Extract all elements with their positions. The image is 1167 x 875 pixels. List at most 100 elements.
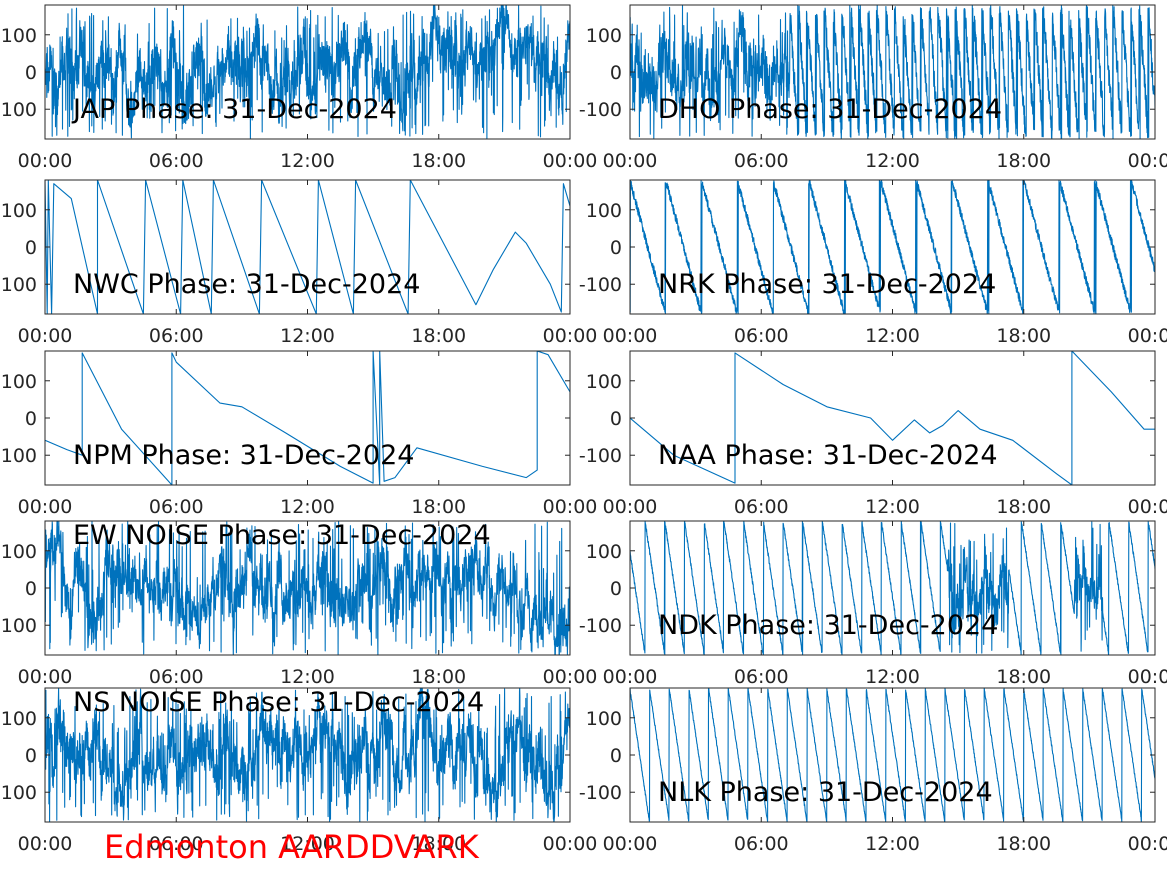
x-tick-label: 18:00 <box>996 666 1051 688</box>
x-tick-label: 00:00 <box>543 150 598 172</box>
x-tick-label: 00:00 <box>1128 150 1167 172</box>
y-tick-label: -100 <box>0 615 37 637</box>
panel-title: JAP Phase: 31-Dec-2024 <box>71 94 397 125</box>
x-tick-label: 12:00 <box>280 496 335 518</box>
phase-trace <box>45 5 570 139</box>
y-tick-label: 0 <box>610 578 622 600</box>
panel-title: DHO Phase: 31-Dec-2024 <box>658 94 1002 125</box>
y-tick-label: 100 <box>1 541 37 563</box>
y-tick-label: 0 <box>25 745 37 767</box>
x-tick-label: 12:00 <box>280 150 335 172</box>
x-tick-label: 00:00 <box>1128 496 1167 518</box>
phase-trace <box>45 521 570 655</box>
y-tick-label: 100 <box>586 708 622 730</box>
phase-trace <box>45 688 570 822</box>
x-tick-label: 00:00 <box>543 666 598 688</box>
x-tick-label: 06:00 <box>149 150 204 172</box>
x-tick-label: 12:00 <box>865 496 920 518</box>
panel-title: NPM Phase: 31-Dec-2024 <box>73 440 414 471</box>
phase-panel-7: -100 0 100 00:00 06:00 12:00 18:00 00:00 EW NOIS… <box>0 520 597 688</box>
y-tick-label: 0 <box>25 237 37 259</box>
phase-panel-2: -100 0 100 00:00 06:00 12:00 18:00 00:00 DHO Pha… <box>579 4 1167 172</box>
x-tick-label: 00:00 <box>543 325 598 347</box>
x-tick-label: 06:00 <box>734 496 789 518</box>
y-tick-label: 100 <box>586 541 622 563</box>
x-tick-label: 06:00 <box>734 666 789 688</box>
x-tick-label: 12:00 <box>280 833 335 855</box>
y-tick-label: -100 <box>579 99 622 121</box>
x-tick-label: 12:00 <box>865 666 920 688</box>
x-tick-label: 00:00 <box>1128 325 1167 347</box>
x-tick-label: 00:00 <box>1128 666 1167 688</box>
y-tick-label: 100 <box>586 371 622 393</box>
phase-trace <box>630 688 1155 822</box>
y-tick-label: -100 <box>579 445 622 467</box>
x-tick-label: 06:00 <box>149 496 204 518</box>
x-tick-label: 06:00 <box>149 666 204 688</box>
panel-title: EW NOISE Phase: 31-Dec-2024 <box>73 520 491 551</box>
panel-title: NDK Phase: 31-Dec-2024 <box>658 610 998 641</box>
phase-panel-10: -100 0 100 00:00 06:00 12:00 18:00 00:00 NLK Pha… <box>579 687 1167 855</box>
x-tick-label: 00:00 <box>18 150 73 172</box>
y-tick-label: 0 <box>610 62 622 84</box>
x-tick-label: 12:00 <box>280 666 335 688</box>
phase-panel-1: -100 0 100 00:00 06:00 12:00 18:00 00:00 JAP Pha… <box>0 4 598 172</box>
x-tick-label: 18:00 <box>411 325 466 347</box>
x-tick-label: 06:00 <box>149 325 204 347</box>
y-tick-label: -100 <box>0 782 37 804</box>
x-tick-label: 00:00 <box>603 496 658 518</box>
x-tick-label: 00:00 <box>603 325 658 347</box>
x-tick-label: 18:00 <box>411 496 466 518</box>
phase-trace <box>45 351 570 485</box>
panel-title: NLK Phase: 31-Dec-2024 <box>658 777 993 808</box>
x-tick-label: 06:00 <box>734 325 789 347</box>
x-tick-label: 12:00 <box>865 325 920 347</box>
phase-trace <box>45 180 570 314</box>
x-tick-label: 18:00 <box>996 150 1051 172</box>
y-tick-label: 100 <box>1 200 37 222</box>
x-tick-label: 00:00 <box>543 496 598 518</box>
x-tick-label: 18:00 <box>996 496 1051 518</box>
x-tick-label: 12:00 <box>865 150 920 172</box>
y-tick-label: 0 <box>610 745 622 767</box>
x-tick-label: 00:00 <box>1128 833 1167 855</box>
x-tick-label: 00:00 <box>603 833 658 855</box>
y-tick-label: 0 <box>610 237 622 259</box>
y-tick-label: 0 <box>25 62 37 84</box>
y-tick-label: 100 <box>586 200 622 222</box>
y-tick-label: 100 <box>1 371 37 393</box>
y-tick-label: 0 <box>25 578 37 600</box>
phase-panel-6: -100 0 100 00:00 06:00 12:00 18:00 00:00 NAA Pha… <box>579 350 1167 518</box>
y-tick-label: 100 <box>1 25 37 47</box>
phase-trace <box>630 521 1155 655</box>
phase-panel-9: -100 0 100 00:00 06:00 12:00 18:00 00:00 NS NOIS… <box>0 687 597 855</box>
station-label: Edmonton AARDDVARK <box>104 828 479 866</box>
x-tick-label: 12:00 <box>280 325 335 347</box>
y-tick-label: -100 <box>579 274 622 296</box>
x-tick-label: 06:00 <box>149 833 204 855</box>
phase-panel-8: -100 0 100 00:00 06:00 12:00 18:00 00:00 NDK Pha… <box>579 520 1167 688</box>
phase-panel-3: -100 0 100 00:00 06:00 12:00 18:00 00:00 NWC Pha… <box>0 179 598 347</box>
x-tick-label: 00:00 <box>18 666 73 688</box>
y-tick-label: 0 <box>610 408 622 430</box>
panel-title: NWC Phase: 31-Dec-2024 <box>73 269 420 300</box>
y-tick-label: -100 <box>0 445 37 467</box>
y-tick-label: -100 <box>0 99 37 121</box>
y-tick-label: 100 <box>586 25 622 47</box>
x-tick-label: 18:00 <box>996 325 1051 347</box>
phase-panel-4: -100 0 100 00:00 06:00 12:00 18:00 00:00 NRK Pha… <box>579 179 1167 347</box>
y-tick-label: -100 <box>0 274 37 296</box>
panel-title: NRK Phase: 31-Dec-2024 <box>658 269 996 300</box>
y-tick-label: -100 <box>579 782 622 804</box>
x-tick-label: 00:00 <box>18 833 73 855</box>
x-tick-label: 00:00 <box>603 150 658 172</box>
panel-title: NS NOISE Phase: 31-Dec-2024 <box>73 687 484 718</box>
y-tick-label: 100 <box>1 708 37 730</box>
panel-title: NAA Phase: 31-Dec-2024 <box>658 440 998 471</box>
y-tick-label: -100 <box>579 615 622 637</box>
phase-panel-5: -100 0 100 00:00 06:00 12:00 18:00 00:00 NPM Pha… <box>0 350 598 518</box>
x-tick-label: 18:00 <box>411 833 466 855</box>
phase-trace <box>630 5 1155 139</box>
phase-trace <box>630 351 1155 485</box>
